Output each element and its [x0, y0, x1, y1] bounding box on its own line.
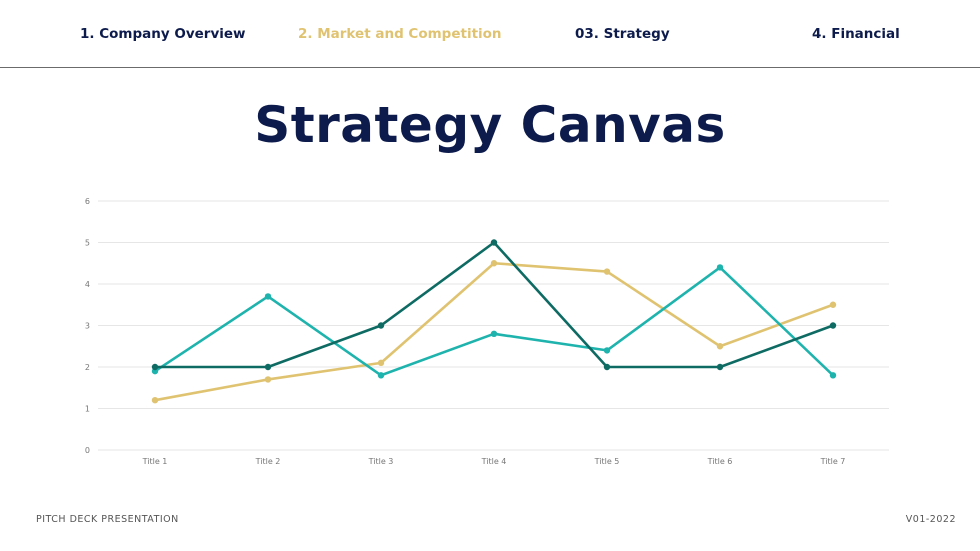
y-tick-label: 0	[85, 446, 90, 455]
series-2-point	[603, 347, 611, 354]
x-tick-label: Title 3	[368, 457, 394, 466]
nav-item-strategy[interactable]: 03. Strategy	[575, 26, 670, 42]
nav-item-financial[interactable]: 4. Financial	[812, 26, 900, 42]
nav-item-market-and-competition[interactable]: 2. Market and Competition	[298, 26, 502, 42]
series-3-point	[377, 322, 385, 329]
x-tick-label: Title 6	[707, 457, 733, 466]
series-1-point	[716, 343, 724, 350]
x-tick-label: Title 4	[481, 457, 507, 466]
y-tick-label: 6	[85, 197, 90, 206]
series-1-point	[377, 359, 385, 367]
series-3-point	[716, 363, 724, 371]
series-3-point	[151, 363, 159, 371]
series-3-point	[264, 363, 272, 371]
y-tick-label: 2	[85, 363, 90, 372]
series-2-point	[716, 264, 724, 271]
footer-presentation-label: PITCH DECK PRESENTATION	[36, 514, 179, 525]
series-2-point	[829, 372, 837, 379]
x-tick-label: Title 1	[142, 457, 168, 466]
series-1-point	[264, 376, 272, 383]
series-1-point	[829, 301, 837, 308]
series-1-point	[151, 397, 159, 404]
page-title: Strategy Canvas	[254, 96, 726, 154]
x-tick-label: Title 7	[820, 457, 846, 466]
series-1-point	[603, 268, 611, 275]
y-tick-label: 1	[85, 405, 90, 414]
series-3-point	[490, 239, 498, 246]
x-tick-label: Title 2	[255, 457, 281, 466]
footer-version-label: V01-2022	[905, 514, 956, 525]
series-2-point	[264, 293, 272, 300]
x-tick-label: Title 5	[594, 457, 620, 466]
series-1-point	[490, 260, 498, 267]
series-2-point	[490, 330, 498, 337]
y-tick-label: 3	[85, 322, 90, 331]
y-tick-label: 5	[85, 239, 90, 248]
top-navigation: 1. Company Overview 2. Market and Compet…	[0, 0, 980, 68]
series-3-point	[829, 322, 837, 329]
series-3-point	[603, 363, 611, 371]
y-tick-label: 4	[85, 280, 90, 289]
nav-item-company-overview[interactable]: 1. Company Overview	[80, 26, 246, 42]
series-2-point	[377, 372, 385, 379]
